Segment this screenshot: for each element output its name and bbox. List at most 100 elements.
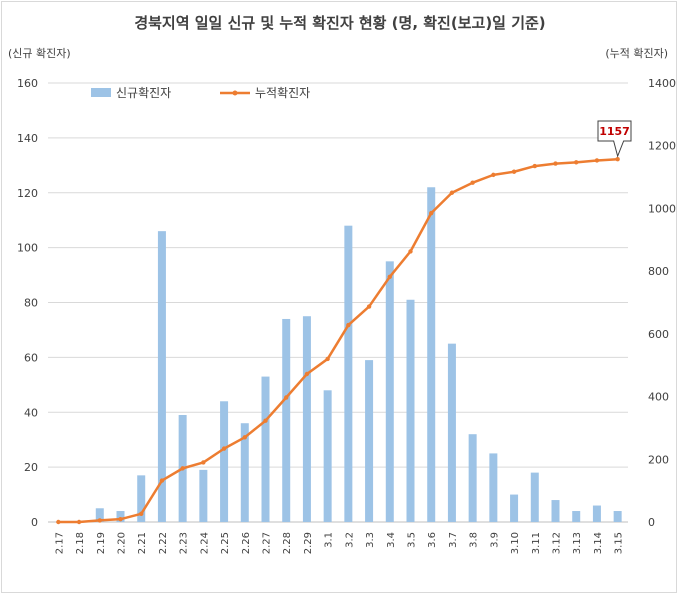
left-tick-label: 120 [17,187,38,200]
x-tick-label: 2.18 [75,532,86,554]
line-point [346,322,351,328]
x-tick-label: 2.22 [158,532,169,554]
left-tick-label: 80 [24,297,38,310]
right-axis-title: (누적 확진자) [605,47,668,60]
x-tick-label: 3.12 [552,532,563,554]
line-point [304,371,310,377]
line-point [470,180,475,185]
last-value-callout: 1157 [597,120,632,158]
bar [365,360,374,522]
right-tick-label: 400 [648,391,669,404]
line-point [139,511,144,517]
line-point [263,418,268,423]
bar [447,343,456,522]
bar [323,390,332,522]
x-tick-label: 2.28 [282,532,293,554]
bar [385,261,394,522]
x-tick-label: 3.6 [427,532,438,548]
bar [240,423,249,522]
bar [427,187,436,522]
bar [530,472,539,522]
x-tick-label: 3.2 [344,532,355,548]
line-point [201,460,206,465]
x-tick-label: 3.14 [593,532,604,554]
right-tick-label: 600 [648,328,669,341]
x-tick-label: 2.27 [262,532,273,554]
x-tick-label: 3.10 [510,532,521,554]
line-point [284,395,289,400]
x-tick-label: 3.5 [407,532,418,548]
line-point [574,160,579,165]
line-point [594,158,600,163]
bar [592,505,601,522]
x-tick-label: 2.24 [199,532,210,554]
line-point [76,519,82,525]
bar [406,299,415,522]
x-tick-label: 2.23 [179,532,190,554]
line-point [159,478,165,483]
x-tick-label: 2.29 [303,532,314,554]
x-tick-label: 2.20 [117,532,128,554]
x-tick-label: 2.17 [54,532,65,554]
line-point [325,356,330,362]
bar [116,511,125,522]
x-tick-label: 3.15 [614,532,625,554]
x-tick-label: 3.7 [448,532,459,548]
line-point [511,169,517,174]
x-tick-label: 3.9 [489,532,500,548]
x-tick-label: 3.13 [572,532,583,554]
legend: 신규확진자 누적확진자 [91,86,310,100]
bar [220,401,229,522]
right-tick-label: 800 [648,265,669,278]
bar [572,511,581,522]
right-tick-label: 1000 [648,202,676,215]
callout-label: 1157 [599,125,630,138]
bar [157,231,166,522]
left-axis-title: (신규 확진자) [8,47,71,60]
line-point [532,163,537,169]
line-point [118,516,123,522]
x-tick-label: 3.4 [386,532,397,548]
bar [489,453,498,522]
bar [510,494,519,522]
x-tick-label: 2.19 [96,532,107,554]
legend-bar-swatch [91,88,111,97]
right-tick-label: 200 [648,453,669,466]
x-tick-label: 3.1 [324,532,335,548]
x-axis-ticks: 2.17 2.18 2.19 2.20 2.21 2.22 2.23 2.24 2.25 2.26… [54,532,624,554]
line-point [56,519,61,525]
left-axis-ticks: 0 20 40 60 80 100 120 140 160 [17,77,38,529]
line-point [449,190,455,195]
legend-line-label: 누적확진자 [255,86,310,100]
left-tick-label: 0 [31,516,38,529]
left-tick-label: 100 [17,242,38,255]
bar [261,376,270,522]
line-point [615,156,620,162]
line-point [553,161,558,166]
left-tick-label: 160 [17,77,38,90]
x-tick-label: 2.26 [241,532,252,554]
x-tick-label: 2.21 [137,532,148,554]
line-point [221,446,227,451]
bar [282,318,291,522]
left-tick-label: 140 [17,132,38,145]
bar [468,434,477,522]
line-point [429,210,434,216]
bar [344,225,353,523]
legend-line-marker [232,90,238,96]
bar [613,511,622,522]
series-line [58,157,618,524]
x-tick-label: 3.8 [469,532,480,548]
x-tick-label: 3.3 [365,532,376,548]
left-tick-label: 60 [24,351,38,364]
line-point [242,435,247,440]
x-tick-label: 2.25 [220,532,231,554]
line-series [56,156,620,525]
x-tick-label: 3.11 [531,532,542,554]
line-point [97,518,102,523]
left-tick-label: 20 [24,461,38,474]
legend-bar-label: 신규확진자 [116,86,171,100]
line-point [491,172,496,178]
